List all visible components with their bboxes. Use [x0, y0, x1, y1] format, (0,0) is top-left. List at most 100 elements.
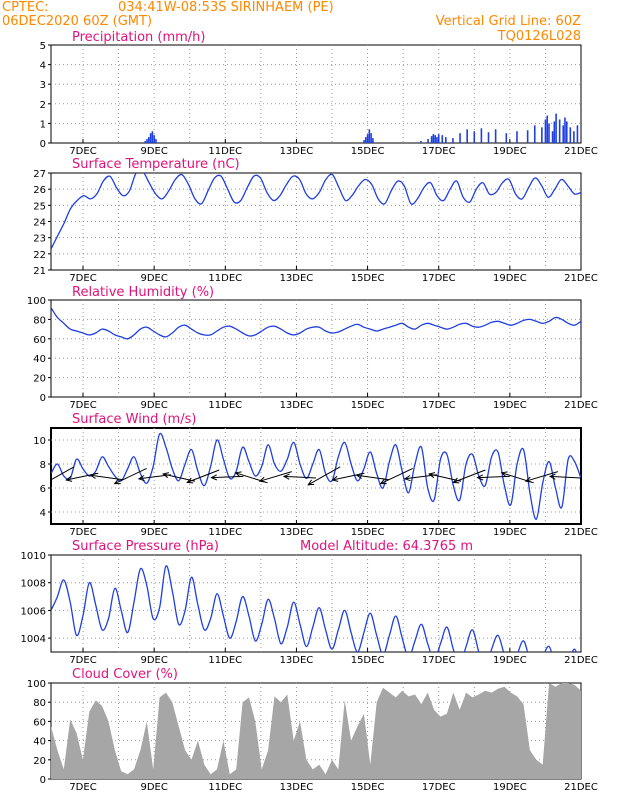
wind-xtick-label: 9DEC — [140, 527, 167, 538]
temperature-xtick-label: 9DEC — [140, 273, 167, 284]
temperature-ytick-label: 21 — [33, 266, 46, 277]
cloud-cover-xtick-label: 15DEC — [351, 782, 385, 793]
humidity-ytick-label: 100 — [27, 296, 46, 307]
cloud-cover-ytick-label: 80 — [33, 698, 46, 709]
cloud-cover-area — [51, 683, 581, 779]
precipitation-bar — [546, 115, 549, 143]
humidity-xtick-label: 19DEC — [493, 400, 527, 411]
wind-frame — [50, 427, 582, 525]
precipitation-bar — [452, 138, 454, 143]
precipitation-bar — [505, 133, 508, 143]
pressure-frame — [50, 554, 582, 653]
humidity-panel: 0 20 40 60 80 100 7DEC 9DEC 11DEC 13DEC 15DEC 17DEC… — [27, 296, 598, 411]
wind-line — [51, 432, 581, 520]
wind-arrow-head — [548, 473, 556, 480]
wind-arrow-head — [258, 476, 266, 483]
temperature-xtick-label: 17DEC — [422, 273, 456, 284]
precipitation-bar — [564, 117, 566, 143]
wind-xtick-label: 15DEC — [351, 527, 385, 538]
precipitation-ytick-label: 5 — [40, 41, 46, 52]
wind-arrow-head — [500, 471, 508, 478]
wind-arrow-shaft — [51, 466, 75, 481]
wind-arrow-shaft — [90, 474, 123, 481]
wind-arrow-head — [161, 472, 170, 479]
precipitation-bar — [459, 133, 461, 143]
temperature-xtick-label: 7DEC — [69, 273, 96, 284]
pressure-xtick-label: 11DEC — [208, 655, 242, 666]
humidity-xtick-label: 9DEC — [140, 400, 167, 411]
precipitation-ytick-label: 2 — [40, 100, 46, 111]
precipitation-bar — [551, 131, 554, 143]
precipitation-bar — [430, 136, 433, 143]
precipitation-bar — [155, 139, 157, 143]
pressure-line — [51, 565, 578, 652]
cloud-cover-ytick-label: 60 — [33, 717, 46, 728]
precipitation-bar — [553, 121, 556, 143]
cloud-cover-ytick-label: 100 — [27, 679, 46, 690]
panel-title-humidity: Relative Humidity (%) — [72, 285, 214, 300]
cloud-cover-ytick-label: 40 — [33, 737, 46, 748]
cloud-cover-xtick-label: 19DEC — [493, 782, 527, 793]
precipitation-bar — [372, 138, 374, 143]
temperature-ytick-label: 23 — [33, 234, 46, 245]
wind-arrow-shaft — [550, 475, 581, 479]
wind-arrow-shaft — [283, 475, 317, 479]
wind-arrow-shaft — [380, 467, 413, 485]
humidity-ytick-label: 60 — [33, 335, 46, 346]
cloud-cover-xtick-label: 13DEC — [280, 782, 314, 793]
precipitation-ytick-label: 0 — [40, 139, 46, 150]
pressure-xtick-label: 13DEC — [280, 655, 314, 666]
wind-arrow-head — [186, 477, 194, 484]
precipitation-bar — [432, 134, 435, 143]
precipitation-bar — [565, 121, 568, 143]
wind-xtick-label: 19DEC — [493, 527, 527, 538]
precipitation-xtick-label: 13DEC — [280, 146, 314, 157]
precipitation-bar — [441, 135, 444, 143]
wind-xtick-label: 21DEC — [564, 527, 598, 538]
header-run: 06DEC2020 60Z (GMT) — [2, 14, 152, 29]
header-org: CPTEC: — [2, 0, 49, 15]
humidity-frame — [50, 299, 582, 398]
precipitation-bar — [466, 129, 468, 143]
wind-arrow-head — [452, 477, 460, 484]
temperature-ytick-label: 22 — [33, 250, 46, 261]
precipitation-bar — [364, 137, 367, 143]
wind-arrow-shaft — [114, 467, 147, 485]
wind-arrow-shaft — [453, 469, 486, 483]
wind-arrow-head — [234, 471, 242, 478]
pressure-model-altitude: Model Altitude: 64.3765 m — [300, 539, 473, 554]
precipitation-ytick-label: 4 — [40, 61, 46, 72]
precipitation-bar — [151, 131, 154, 143]
precipitation-bar — [368, 129, 371, 143]
header-code: TQ0126L028 — [497, 29, 581, 44]
precipitation-frame — [50, 44, 582, 144]
wind-arrow-head — [282, 473, 290, 480]
precipitation-bar — [494, 129, 497, 143]
precipitation-bar — [558, 119, 561, 143]
wind-ytick-label: 6 — [40, 484, 46, 495]
precipitation-panel: 0 1 2 3 4 5 7DEC 9DEC 11DEC 13DEC 15DEC 17DEC 19DEC 2… — [40, 41, 598, 157]
wind-arrow-head — [524, 476, 532, 483]
cloud-cover-panel: 0 20 40 60 80 100 7DEC 9DEC 11DEC 13DEC 15DEC 17DEC… — [27, 679, 598, 793]
wind-xtick-label: 13DEC — [280, 527, 314, 538]
wind-arrow-shaft — [429, 473, 462, 482]
humidity-ytick-label: 20 — [33, 374, 46, 385]
precipitation-bar — [548, 123, 550, 143]
cloud-cover-xtick-label: 9DEC — [140, 782, 167, 793]
temperature-ytick-label: 24 — [33, 218, 46, 229]
wind-xtick-label: 17DEC — [422, 527, 456, 538]
precipitation-bar — [480, 128, 483, 143]
pressure-ytick-label: 1004 — [21, 634, 46, 645]
wind-xtick-label: 7DEC — [69, 527, 96, 538]
wind-xtick-label: 11DEC — [208, 527, 242, 538]
precipitation-bar — [516, 131, 518, 143]
precipitation-bar — [437, 134, 440, 143]
temperature-xtick-label: 19DEC — [493, 273, 527, 284]
temperature-line — [51, 173, 581, 250]
wind-arrow-head — [65, 475, 73, 482]
temperature-xtick-label: 13DEC — [280, 273, 314, 284]
wind-arrow-shaft — [356, 474, 389, 481]
cloud-cover-xtick-label: 17DEC — [422, 782, 456, 793]
precipitation-bar — [555, 113, 557, 143]
